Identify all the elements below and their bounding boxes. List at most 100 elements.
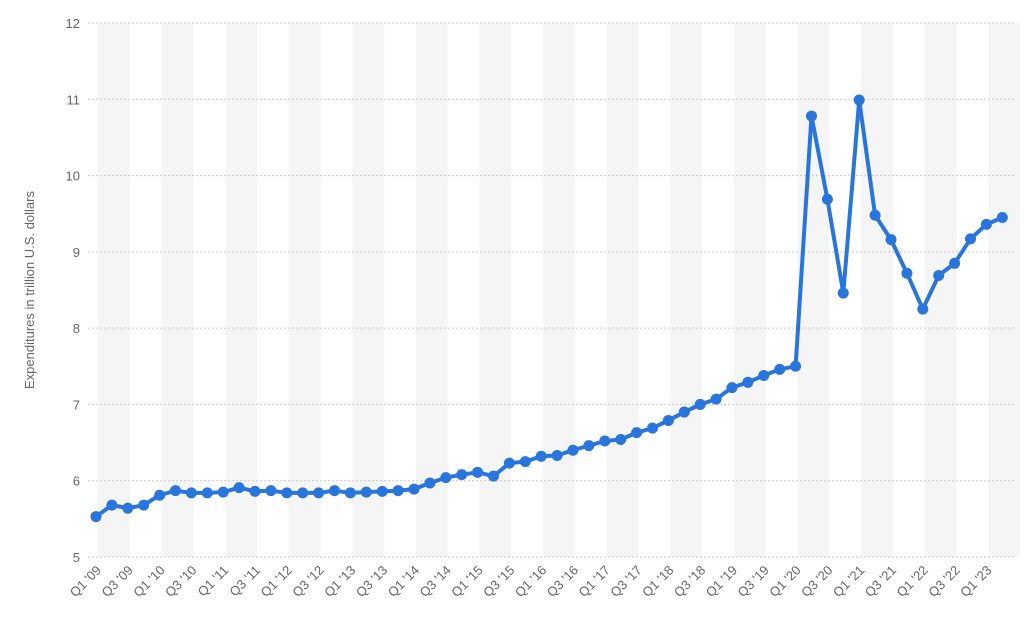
band [352, 23, 385, 557]
point [774, 363, 786, 375]
point [392, 485, 404, 497]
point [535, 450, 547, 462]
band [161, 23, 194, 557]
x-tick-label: Q3 '16 [544, 563, 581, 600]
x-tick-label: Q3 '15 [480, 563, 517, 600]
x-tick-label: Q1 '17 [576, 563, 613, 600]
x-tick-label: Q3 '21 [862, 563, 899, 600]
x-tick-label: Q1 '10 [130, 563, 167, 600]
line [94, 98, 1004, 519]
band [225, 23, 257, 557]
x-tick-label: Q3 '12 [289, 563, 326, 600]
point [249, 485, 261, 497]
point [710, 393, 722, 405]
band [924, 23, 957, 557]
point [185, 487, 197, 499]
point [297, 487, 309, 499]
y-tick-label: 12 [66, 16, 80, 31]
point [154, 489, 166, 501]
x-tick-label: Q3 '18 [671, 563, 708, 600]
y-tick-label: 6 [73, 474, 80, 489]
x-tick-label: Q1 '19 [703, 563, 740, 600]
x-tick-label: Q3 '13 [353, 563, 390, 600]
bands [98, 23, 1021, 557]
x-tick-label: Q1 '20 [766, 563, 803, 600]
x-tick-label: Q3 '20 [798, 563, 835, 600]
x-tick-label: Q3 '14 [417, 563, 454, 600]
band [861, 23, 893, 557]
x-tick-label: Q1 '15 [448, 563, 485, 600]
point [694, 398, 706, 410]
point [758, 369, 770, 381]
x-tick-label: Q1 '11 [195, 563, 232, 600]
point [233, 482, 245, 494]
x-tick-label: Q3 '19 [735, 563, 772, 600]
y-tick-label: 10 [66, 169, 80, 184]
x-tick-label: Q3 '17 [607, 563, 644, 600]
point [917, 303, 929, 315]
point [742, 376, 754, 388]
x-tick-label: Q3 '11 [226, 563, 263, 600]
x-tick-label: Q1 '23 [957, 563, 994, 600]
point [567, 444, 579, 456]
point [503, 457, 515, 469]
point [376, 485, 388, 497]
point [122, 502, 134, 514]
point [949, 257, 961, 269]
point [853, 94, 865, 106]
point [885, 234, 897, 246]
point [313, 487, 325, 499]
y-tick-label: 7 [73, 397, 80, 412]
y-tick-label: 5 [73, 550, 80, 565]
x-tick-label: Q1 '22 [894, 563, 931, 600]
point [456, 469, 468, 481]
x-tick-label: Q1 '16 [512, 563, 549, 600]
x-tick-label: Q1 '18 [639, 563, 676, 600]
point [583, 440, 595, 452]
y-tick-label: 11 [67, 92, 81, 107]
x-tick-label: Q1 '12 [258, 563, 295, 600]
point [837, 287, 849, 299]
band [98, 23, 130, 557]
x-tick-label: Q3 '22 [925, 563, 962, 600]
point [869, 209, 881, 221]
point [996, 212, 1008, 224]
point [440, 472, 452, 484]
point [726, 382, 738, 394]
point [329, 485, 340, 497]
y-tick-label: 8 [73, 321, 80, 336]
point [424, 477, 436, 489]
band [416, 23, 448, 557]
point [678, 406, 690, 418]
band [288, 23, 321, 557]
band [543, 23, 575, 557]
point [615, 434, 627, 446]
point [138, 499, 150, 511]
point [519, 456, 531, 468]
point [281, 487, 293, 499]
band [988, 23, 1021, 557]
point [551, 450, 563, 462]
point [472, 466, 484, 478]
x-tick-label: Q1 '21 [830, 563, 867, 600]
point [965, 233, 976, 245]
point [488, 470, 499, 482]
point [790, 360, 802, 372]
point [201, 487, 213, 499]
point [217, 486, 229, 498]
point [647, 422, 658, 434]
x-tick-label: Q1 '13 [321, 563, 358, 600]
point [631, 427, 643, 439]
point [90, 511, 102, 523]
x-tick-label: Q1 '14 [385, 563, 422, 600]
point [265, 485, 277, 497]
point [106, 499, 118, 511]
x-tick-label: Q3 '10 [162, 563, 199, 600]
y-axis-label: Expenditures in trillion U.S. dollars [22, 191, 37, 389]
point [344, 487, 356, 499]
point [901, 267, 913, 279]
x-tick-label: Q3 '09 [99, 563, 136, 600]
point [821, 193, 833, 205]
